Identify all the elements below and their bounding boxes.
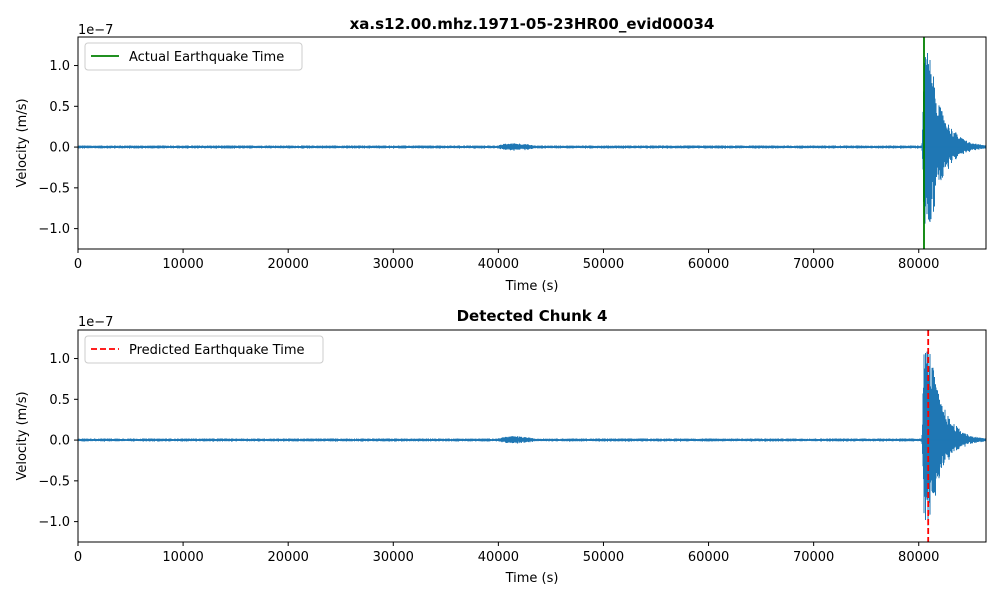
bottom-chart-x-axis-label: Time (s) [505, 571, 559, 586]
top-chart-y-tick-label: 1.0 [49, 59, 70, 74]
top-chart-title: xa.s12.00.mhz.1971-05-23HR00_evid00034 [350, 15, 715, 33]
bottom-chart-x-tick-label: 30000 [373, 550, 414, 565]
top-chart-x-tick-label: 40000 [478, 257, 519, 272]
bottom-chart-x-tick-label: 50000 [583, 550, 624, 565]
top-chart-legend: Actual Earthquake Time [84, 42, 303, 71]
bottom-chart-x-tick-label: 20000 [268, 550, 309, 565]
bottom-chart-ticks-layer: 0 10000 20000 30000 40000 50000 60000 70000 8000… [38, 352, 939, 565]
top-chart-x-tick-label: 60000 [688, 257, 729, 272]
top-chart-y-scale-label: 1e−7 [78, 23, 113, 38]
bottom-chart-frame [77, 329, 987, 543]
bottom-chart-y-tick-label: 0.5 [49, 393, 70, 408]
top-chart-y-tick-label: 0.5 [49, 100, 70, 115]
top-chart-x-tick-label: 0 [74, 257, 82, 272]
bottom-chart-panel: Detected Chunk 4 1e−7 Velocity (m/s) Tim… [15, 307, 987, 586]
top-chart-x-tick-label: 30000 [373, 257, 414, 272]
top-chart-x-tick-label: 80000 [898, 257, 939, 272]
top-chart-x-tick-label: 20000 [268, 257, 309, 272]
bottom-chart-y-tick-label: 1.0 [49, 352, 70, 367]
bottom-chart-y-axis-label: Velocity (m/s) [15, 391, 30, 480]
bottom-chart-y-scale-label: 1e−7 [78, 315, 113, 330]
bottom-chart-legend: Predicted Earthquake Time [84, 335, 324, 364]
top-chart-panel: xa.s12.00.mhz.1971-05-23HR00_evid00034 1… [15, 15, 987, 294]
bottom-chart-legend-label: Predicted Earthquake Time [129, 343, 305, 358]
bottom-chart-x-tick-label: 40000 [478, 550, 519, 565]
top-chart-frame [77, 36, 987, 250]
top-chart-ticks-layer: 0 10000 20000 30000 40000 50000 60000 70000 8000… [38, 59, 939, 272]
bottom-chart-x-tick-label: 10000 [162, 550, 203, 565]
bottom-chart-y-tick-label: −0.5 [38, 474, 70, 489]
bottom-chart-y-tick-label: −1.0 [38, 515, 70, 530]
top-chart-x-tick-label: 10000 [162, 257, 203, 272]
bottom-chart-x-tick-label: 80000 [898, 550, 939, 565]
top-chart-legend-label: Actual Earthquake Time [129, 50, 284, 65]
top-chart-x-tick-label: 50000 [583, 257, 624, 272]
bottom-chart-legend-box [84, 335, 324, 364]
top-chart-y-axis-label: Velocity (m/s) [15, 98, 30, 187]
bottom-chart-x-tick-label: 0 [74, 550, 82, 565]
bottom-chart-x-tick-label: 70000 [793, 550, 834, 565]
top-chart-y-tick-label: 0.0 [49, 141, 70, 156]
top-chart-y-tick-label: −0.5 [38, 181, 70, 196]
top-chart-x-tick-label: 70000 [793, 257, 834, 272]
top-chart-y-tick-label: −1.0 [38, 222, 70, 237]
bottom-chart-x-tick-label: 60000 [688, 550, 729, 565]
top-chart-legend-box [84, 42, 303, 71]
bottom-chart-title: Detected Chunk 4 [457, 307, 608, 325]
top-chart-x-axis-label: Time (s) [505, 279, 559, 294]
bottom-chart-y-tick-label: 0.0 [49, 434, 70, 449]
bottom-chart-series-layer [77, 348, 987, 526]
